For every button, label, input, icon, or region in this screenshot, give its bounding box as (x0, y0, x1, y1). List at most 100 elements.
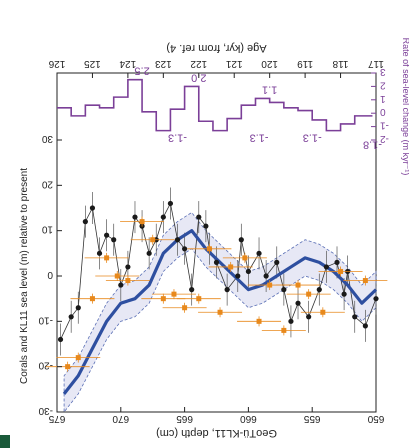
kl11-point (295, 300, 301, 306)
rate-layer: -1.8-1.3-1.3-1.31.12.02.5 (57, 65, 382, 150)
kl11-smoothed-line (62, 229, 378, 395)
coral-point (65, 364, 71, 370)
coral-point (104, 255, 110, 261)
coral-point (320, 309, 326, 315)
kl11-point (160, 214, 166, 220)
coral-point (256, 318, 262, 324)
age-tick-label: 119 (297, 58, 313, 69)
rate-step-line (57, 78, 373, 132)
kl11-point (245, 268, 251, 275)
kl11-point (281, 287, 287, 293)
corner-marker (0, 435, 10, 448)
coral-point (75, 355, 81, 361)
coral-point (217, 309, 223, 315)
coral-point (171, 291, 177, 297)
rate-tick-label: -2 (380, 133, 389, 144)
age-tick-label: 124 (119, 58, 136, 69)
rate-annotation: -1.8 (363, 138, 382, 150)
rate-tick-label: 1 (380, 93, 386, 104)
sealevel-tick-label: 0 (47, 269, 53, 280)
kl11-point (213, 259, 220, 265)
rate-tick-label: 0 (380, 106, 386, 117)
depth-tick-label: 655 (303, 413, 320, 424)
kl11-point (274, 259, 280, 265)
coral-point (242, 255, 248, 261)
kl11-point (174, 237, 181, 243)
coral-point (160, 296, 166, 302)
rate-tick-label: 2 (380, 79, 386, 90)
kl11-point (182, 246, 188, 252)
kl11-point (118, 282, 124, 288)
coral-point (196, 296, 202, 302)
kl11-point (352, 314, 358, 320)
axes-layer: 1171181191201211221231241251266506556606… (38, 58, 389, 424)
age-tick-label: 117 (368, 58, 384, 69)
kl11-point (256, 250, 262, 256)
coral-point (338, 268, 344, 274)
depth-axis-label: GeoTü-KL11, depth (cm) (156, 427, 277, 439)
kl11-point (341, 291, 347, 297)
coral-point (206, 246, 212, 252)
kl11-point (96, 250, 103, 256)
kl11-point (316, 287, 322, 293)
kl11-point (104, 232, 110, 238)
kl11-point (263, 273, 269, 279)
kl11-point (189, 287, 195, 293)
coral-point (114, 273, 120, 279)
rate-axis-label: Rate of sea-level change (m kyr⁻¹) (401, 38, 409, 176)
coral-point (228, 264, 234, 270)
kl11-point (132, 214, 138, 220)
depth-tick-label: 660 (240, 413, 257, 424)
coral-point (267, 282, 273, 288)
kl11-point (57, 336, 64, 343)
depth-tick-label: 650 (367, 413, 384, 424)
rate-annotation: 1.1 (262, 83, 277, 95)
kl11-point (362, 323, 368, 329)
age-tick-label: 118 (332, 58, 348, 69)
rate-annotation: -1.3 (250, 132, 269, 144)
coral-point (306, 291, 312, 297)
rate-annotation: -1.3 (303, 132, 322, 144)
kl11-point (203, 223, 209, 229)
age-tick-label: 123 (155, 58, 172, 69)
kl11-point (196, 214, 202, 220)
coral-point (362, 278, 368, 284)
coral-point (281, 327, 287, 333)
kl11-point (167, 200, 174, 207)
age-tick-label: 126 (48, 58, 65, 69)
rate-tick-label: 3 (380, 66, 386, 77)
age-tick-label: 122 (190, 58, 207, 69)
age-axis-label: Age (kyr, from ref. 4) (166, 42, 266, 54)
series-layer (45, 187, 388, 414)
kl11-point (68, 314, 74, 320)
kl11-point (306, 314, 312, 320)
rate-annotation: 2.5 (134, 65, 149, 77)
kl11-point (288, 318, 294, 324)
kl11-point (323, 264, 329, 270)
sealevel-axis-label: Corals and KL11 sea level (m) relative t… (19, 168, 30, 384)
coral-point (139, 219, 145, 225)
sealevel-tick-label: -20 (38, 360, 53, 371)
kl11-point (89, 205, 96, 211)
coral-point (125, 278, 131, 284)
coral-point (295, 282, 301, 288)
coral-point (182, 305, 188, 311)
coral-point (150, 237, 156, 243)
kl11-point (235, 273, 241, 279)
sealevel-tick-label: -10 (38, 314, 53, 325)
label-layer: Age (kyr, from ref. 4) GeoTü-KL11, depth … (19, 38, 409, 439)
sealevel-tick-label: -30 (38, 405, 53, 416)
kl11-point (125, 264, 131, 270)
rate-annotation: -1.3 (168, 132, 187, 144)
depth-tick-label: 670 (112, 413, 129, 424)
coral-point (89, 296, 95, 302)
kl11-point (82, 219, 88, 225)
kl11-point (373, 296, 379, 302)
age-tick-label: 121 (225, 58, 242, 69)
kl11-point (334, 259, 340, 265)
sealevel-tick-label: 20 (41, 178, 53, 189)
rate-tick-label: -1 (380, 120, 389, 131)
kl11-point (75, 305, 81, 311)
plot-border (56, 72, 377, 413)
